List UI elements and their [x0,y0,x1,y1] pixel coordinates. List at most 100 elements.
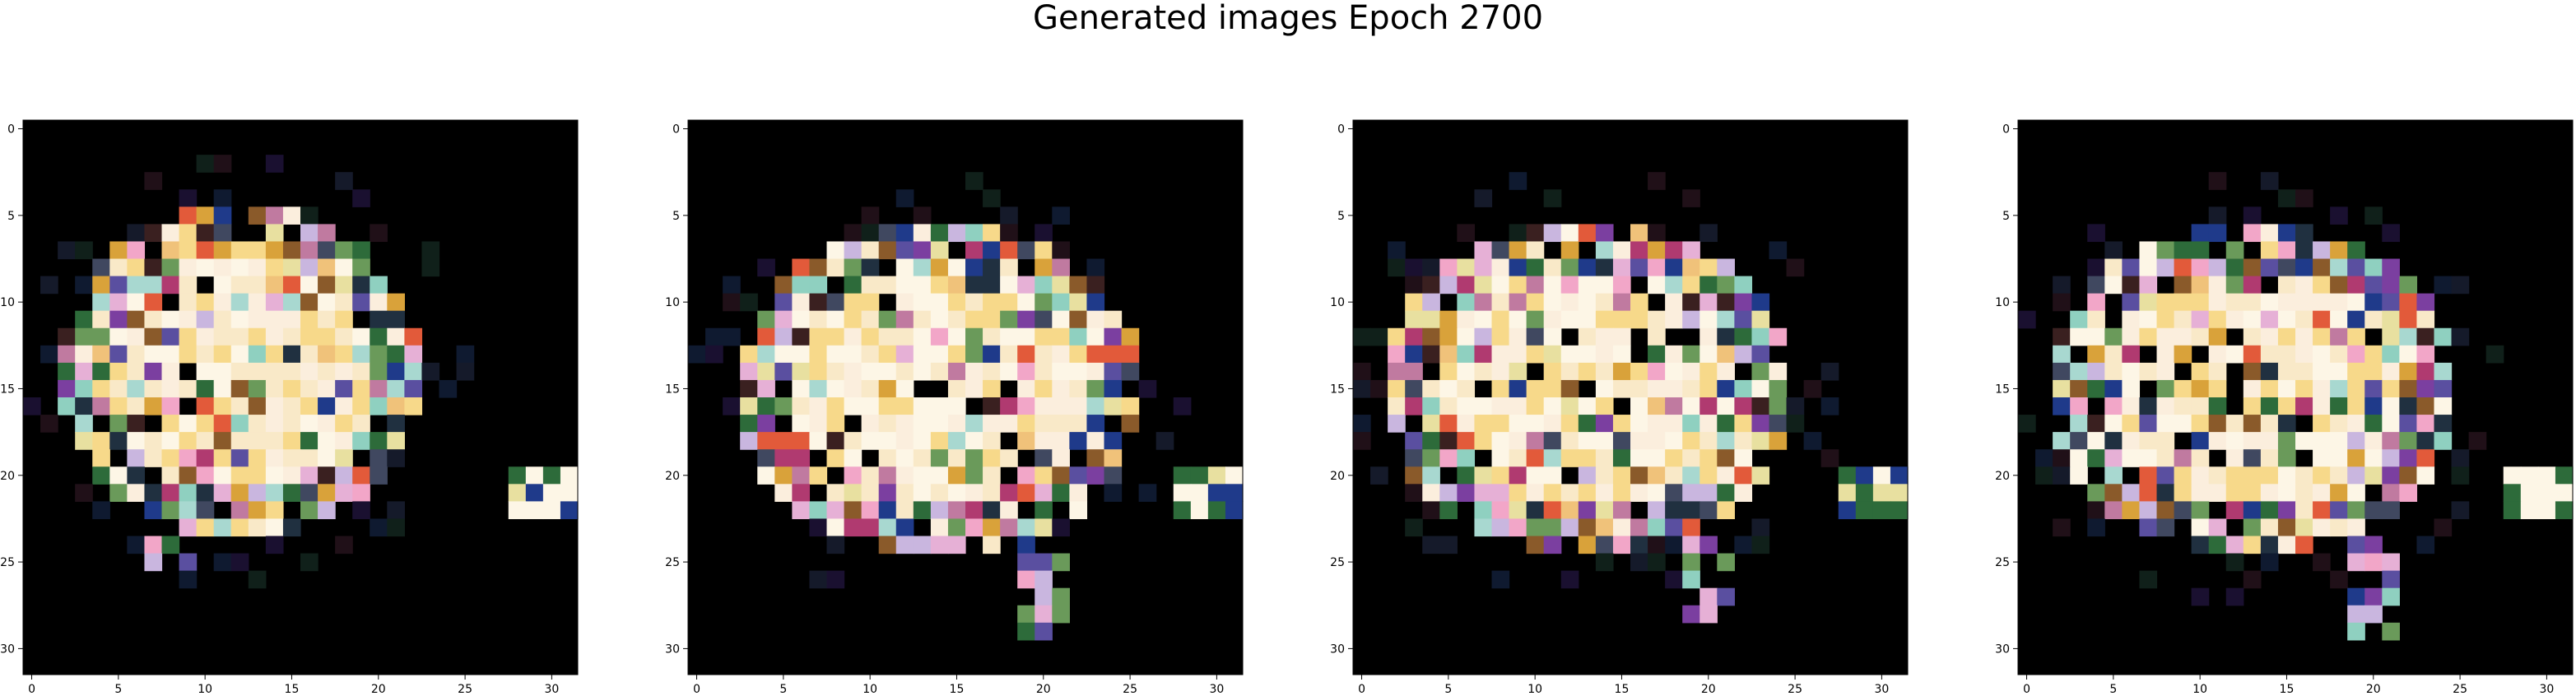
pixel [983,466,1001,485]
pixel [930,241,949,260]
pixel [2364,449,2383,467]
pixel [1526,310,1545,329]
pixel [248,466,267,485]
pixel [40,345,58,364]
pixel [1035,553,1053,572]
pixel [2156,379,2175,398]
pixel [2347,415,2365,433]
pixel [1648,258,1666,277]
pixel [844,293,863,312]
pixel [230,310,249,329]
pixel [1648,553,1666,572]
pixel [895,536,914,554]
pixel [947,536,966,554]
pixel [913,362,932,381]
pixel [965,379,983,398]
pixel [2434,415,2453,433]
pixel [370,379,388,398]
pixel [2295,518,2313,537]
pixel [2382,553,2400,572]
pixel [300,415,319,433]
pixel [1405,466,1423,485]
pixel [2260,501,2279,520]
axes-frame [1352,119,1909,675]
pixel [265,466,284,485]
pixel [1890,501,1909,520]
pixel [2277,449,2296,467]
pixel [1595,362,1614,381]
pixel [861,362,880,381]
pixel [1630,362,1648,381]
pixel [1474,241,1493,260]
pixel [265,379,284,398]
pixel [58,345,76,364]
pixel [230,327,249,346]
pixel [282,327,301,346]
pixel [895,379,914,398]
pixel [2537,466,2556,485]
pixel [688,345,706,364]
pixel [1457,293,1476,312]
pixel [144,293,163,312]
pixel [2243,276,2262,295]
pixel [1000,224,1018,243]
pixel [1017,327,1035,346]
pixel [792,310,811,329]
pixel [2364,397,2383,415]
pixel [1595,276,1614,295]
pixel [2277,276,2296,295]
pixel [2277,224,2296,243]
pixel [92,345,110,364]
pixel [1717,397,1735,415]
pixel [144,484,163,502]
pixel [1035,241,1053,260]
pixel [2537,501,2556,520]
pixel [983,258,1001,277]
pixel [983,189,1001,207]
pixel [895,432,914,450]
pixel [2537,484,2556,502]
pixel [809,397,828,415]
x-tick-label: 20 [371,683,386,696]
pixel [1526,224,1545,243]
pixel [387,432,405,450]
pixel [983,484,1001,502]
pixel [1872,466,1891,485]
pixel [75,397,93,415]
pixel [230,466,249,485]
pixel [1769,362,1788,381]
pixel [179,379,198,398]
pixel [947,484,966,502]
pixel [2156,432,2175,450]
pixel [2208,432,2227,450]
pixel [947,327,966,346]
pixel [2347,310,2365,329]
pixel [387,345,405,364]
pixel [1717,432,1735,450]
pixel [2053,518,2071,537]
pixel [387,501,405,520]
pixel [2087,518,2105,537]
pixel [1838,484,1857,502]
pixel [2364,379,2383,398]
pixel [1069,397,1088,415]
pixel [248,206,267,225]
y-tick-label: 15 [665,383,680,396]
pixel [387,518,405,537]
pixel [1890,466,1909,485]
pixel [2070,379,2088,398]
pixel [774,327,793,346]
pixel [2174,379,2192,398]
pixel [965,415,983,433]
pixel [2382,224,2400,243]
pixel [2122,345,2141,364]
pixel [230,397,249,415]
pixel [1595,310,1614,329]
pixel [1509,241,1527,260]
pixel [983,518,1001,537]
pixel [1630,432,1648,450]
pixel [318,327,336,346]
pixel [844,449,863,467]
pixel [1017,310,1035,329]
pixel [705,345,723,364]
